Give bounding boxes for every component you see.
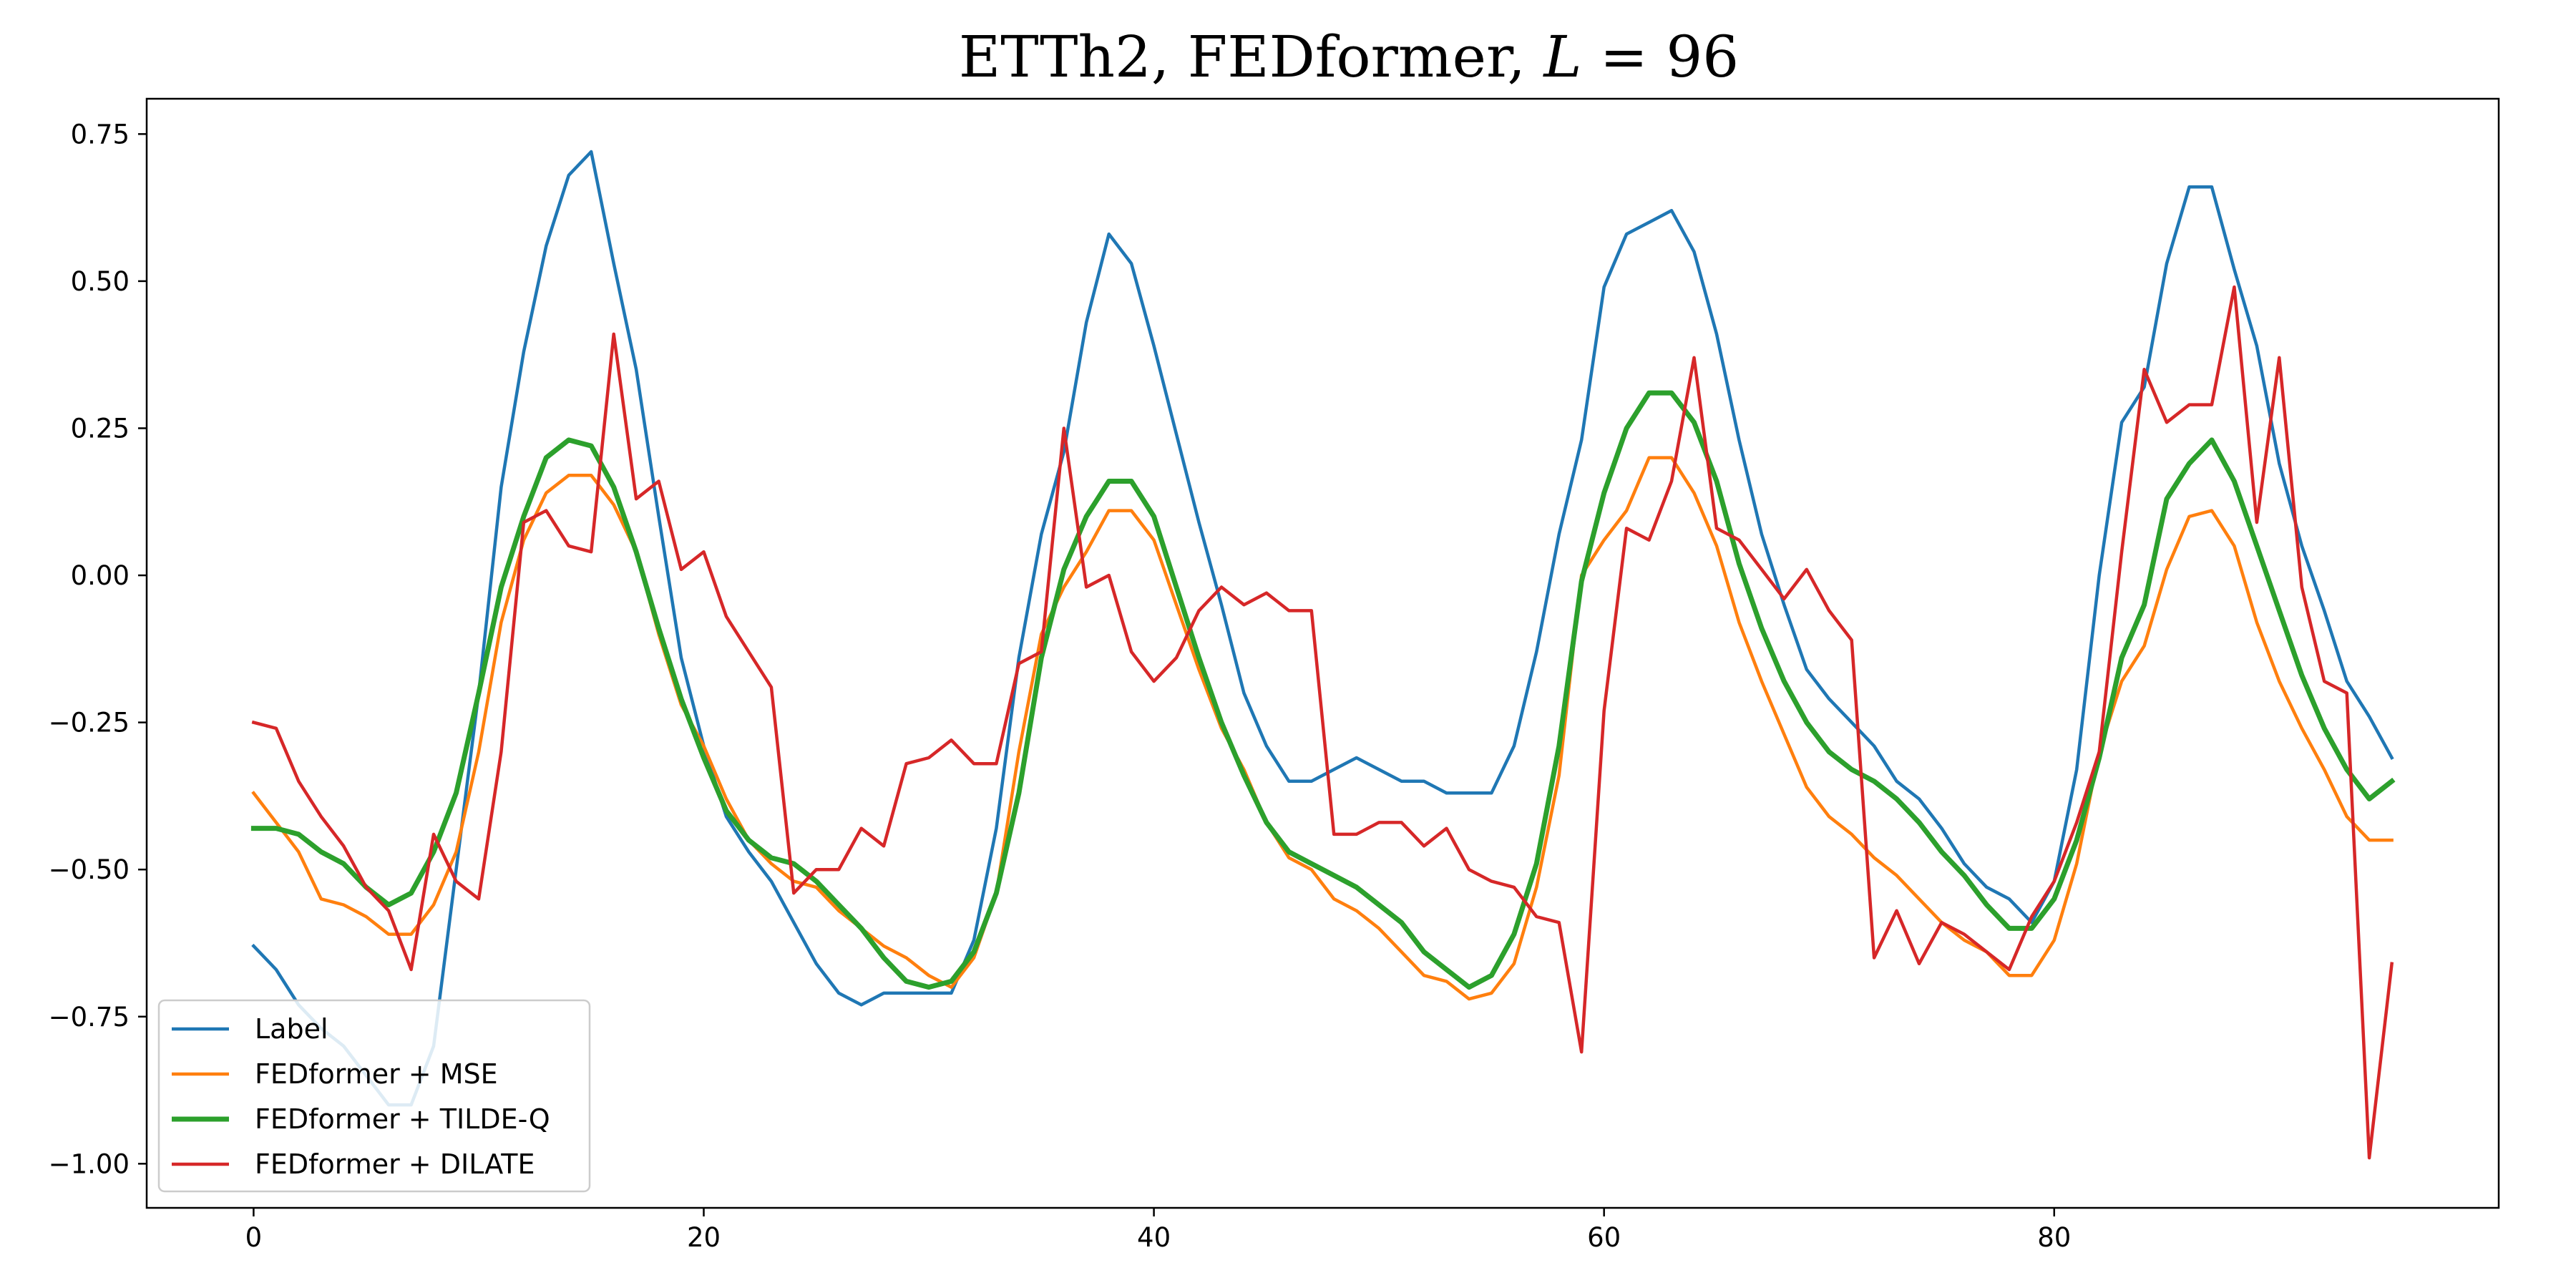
chart-title-prefix: ETTh2, FEDformer, [959,24,1543,90]
chart-title-variable: L [1542,24,1581,90]
legend-label: FEDformer + DILATE [255,1148,535,1180]
legend-label: FEDformer + MSE [255,1058,498,1090]
series-layer [250,150,2396,1160]
y-tick-label: −0.75 [49,1002,130,1033]
legend-label: FEDformer + TILDE-Q [255,1103,550,1135]
legend-box [157,999,591,1193]
y-tick-label: −0.50 [49,854,130,885]
y-tick-label: −1.00 [49,1148,130,1179]
x-tick-label: 40 [1137,1222,1171,1253]
plot-frame [145,97,2500,1209]
y-tick-label: 0.50 [71,266,130,297]
x-tick-label: 20 [687,1222,721,1253]
y-tick-label: 0.75 [71,119,130,150]
x-tick-label: 0 [245,1222,263,1253]
legend: Label FEDformer + MSE FEDformer + TILDE-Q F… [157,999,591,1193]
chart-title: ETTh2, FEDformer, L = 96 [959,24,1739,90]
x-tick-label: 80 [2037,1222,2071,1253]
series-line-2 [251,456,2394,1001]
legend-label: Label [255,1013,328,1045]
y-tick-label: 0.25 [71,413,130,444]
series-line-3 [250,390,2396,990]
x-tick-label: 60 [1587,1222,1621,1253]
y-tick-label: −0.25 [49,708,130,738]
y-axis: 0.75 0.50 0.25 0.00 −0.25 −0.50 −0.75 −1.00 [49,119,147,1179]
series-line-4 [251,285,2394,1160]
x-axis: 0 20 40 60 80 [245,1208,2071,1253]
chart-title-suffix: = 96 [1581,24,1739,90]
y-tick-label: 0.00 [71,560,130,591]
series-line-1 [251,150,2394,1107]
